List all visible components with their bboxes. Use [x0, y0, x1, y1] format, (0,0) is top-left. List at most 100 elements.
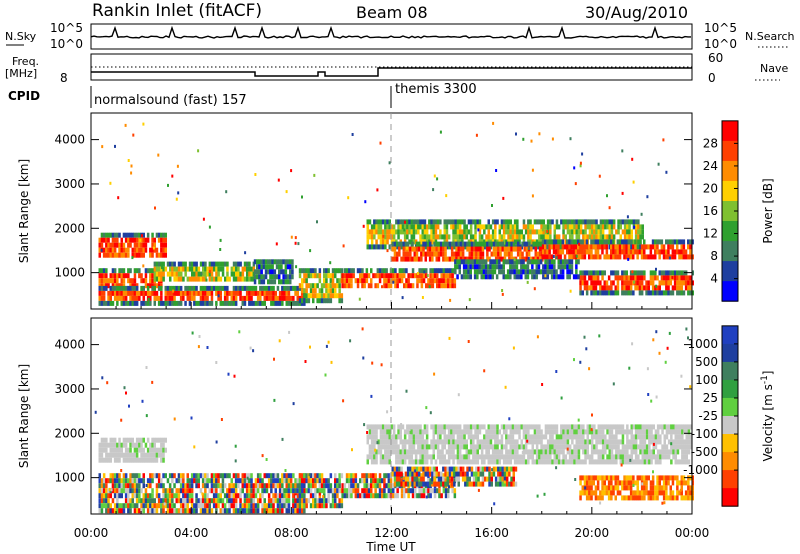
- scatter-cell: [246, 271, 249, 277]
- scatter-cell: [208, 508, 211, 514]
- scatter-cell: [577, 259, 580, 265]
- scatter-cell: [385, 268, 388, 274]
- scatter-cell: [511, 449, 515, 455]
- scatter-cell: [590, 439, 594, 445]
- scatter-cell: [571, 219, 574, 225]
- scatter-cell: [685, 439, 688, 445]
- scatter-cell: [155, 437, 159, 443]
- scatter-cell: [638, 280, 642, 286]
- scatter-cell: [142, 447, 145, 453]
- scatter-cell: [243, 478, 247, 484]
- scatter-cell: [171, 295, 174, 301]
- scatter-cell: [388, 424, 391, 430]
- scatter-cell: [241, 295, 244, 301]
- scatter-cell: [650, 439, 653, 445]
- scatter-cell: [157, 447, 161, 453]
- scatter-cell: [206, 508, 209, 514]
- scatter-cell: [327, 483, 330, 489]
- scatter-cell: [538, 219, 541, 225]
- scatter-cell: [162, 271, 165, 277]
- scatter-cell: [445, 459, 449, 465]
- scatter-cell: [303, 508, 306, 514]
- scatter-cell: [105, 268, 108, 274]
- scatter-cell: [144, 442, 148, 448]
- scatter-cell: [419, 454, 422, 460]
- scatter-cell: [445, 234, 449, 240]
- scatter-cell: [422, 246, 425, 252]
- scatter-cell: [453, 471, 456, 477]
- scatter-cell: [469, 224, 473, 230]
- scatter-cell: [448, 241, 452, 247]
- scatter-cell: [111, 508, 115, 514]
- scatter-cell: [623, 234, 627, 240]
- scatter-cell: [616, 290, 620, 296]
- scatter-cell: [434, 224, 438, 230]
- scatter-cell: [689, 249, 692, 255]
- scatter-cell: [634, 275, 637, 281]
- scatter-cell: [625, 249, 628, 255]
- scatter-cell: [162, 232, 165, 238]
- scatter-cell: [634, 434, 638, 440]
- scatter-cell: [329, 488, 333, 494]
- scatter-cell: [615, 424, 618, 430]
- scatter-cell: [582, 439, 585, 445]
- scatter-cell: [388, 434, 391, 440]
- scatter-cell: [625, 239, 628, 245]
- scatter-cell: [615, 229, 618, 235]
- scatter-cell: [485, 444, 488, 450]
- scatter-cell: [258, 279, 261, 285]
- scatter-cell: [623, 229, 627, 235]
- scatter-cell: [590, 285, 593, 291]
- scatter-cell: [575, 259, 578, 265]
- scatter-cell: [146, 285, 150, 291]
- scatter-cell: [541, 228, 544, 232]
- scatter-cell: [630, 234, 633, 240]
- scatter-cell: [615, 459, 618, 465]
- scatter-cell: [162, 493, 165, 499]
- scatter-cell: [684, 249, 688, 255]
- scatter-cell: [155, 295, 159, 301]
- scatter-cell: [631, 157, 634, 161]
- scatter-cell: [422, 476, 425, 482]
- scatter-cell: [175, 508, 178, 514]
- scatter-cell: [581, 249, 584, 255]
- scatter-cell: [553, 424, 556, 430]
- scatter-cell: [456, 459, 460, 465]
- scatter-cell: [685, 449, 688, 455]
- scatter-cell: [564, 424, 567, 430]
- scatter-cell: [370, 283, 373, 289]
- scatter-cell: [461, 454, 464, 460]
- scatter-cell: [434, 229, 438, 235]
- scatter-cell: [487, 444, 490, 450]
- scatter-cell: [435, 256, 438, 262]
- scatter-cell: [294, 503, 297, 509]
- scatter-cell: [395, 454, 398, 460]
- scatter-cell: [524, 429, 528, 435]
- scatter-cell: [466, 241, 469, 247]
- scatter-cell: [285, 488, 288, 494]
- scatter-cell: [345, 283, 349, 289]
- scatter-cell: [305, 488, 308, 494]
- scatter-cell: [498, 449, 501, 455]
- scatter-cell: [509, 219, 512, 225]
- scatter-cell: [111, 242, 115, 248]
- scatter-cell: [195, 493, 198, 499]
- scatter-cell: [215, 261, 218, 267]
- scatter-cell: [162, 452, 165, 458]
- scatter-cell: [594, 249, 598, 255]
- scatter-cell: [398, 273, 402, 279]
- scatter-cell: [100, 300, 104, 306]
- scatter-cell: [129, 290, 132, 296]
- scatter-cell: [516, 449, 519, 455]
- scatter-cell: [107, 242, 110, 248]
- scatter-cell: [508, 466, 511, 472]
- scatter-cell: [606, 444, 609, 450]
- scatter-cell: [454, 229, 457, 235]
- scatter-cell: [397, 454, 400, 460]
- scatter-cell: [601, 244, 604, 250]
- scatter-cell: [404, 471, 408, 477]
- scatter-cell: [393, 246, 397, 252]
- scatter-cell: [428, 224, 431, 230]
- scatter-cell: [314, 483, 317, 489]
- scatter-cell: [513, 274, 516, 280]
